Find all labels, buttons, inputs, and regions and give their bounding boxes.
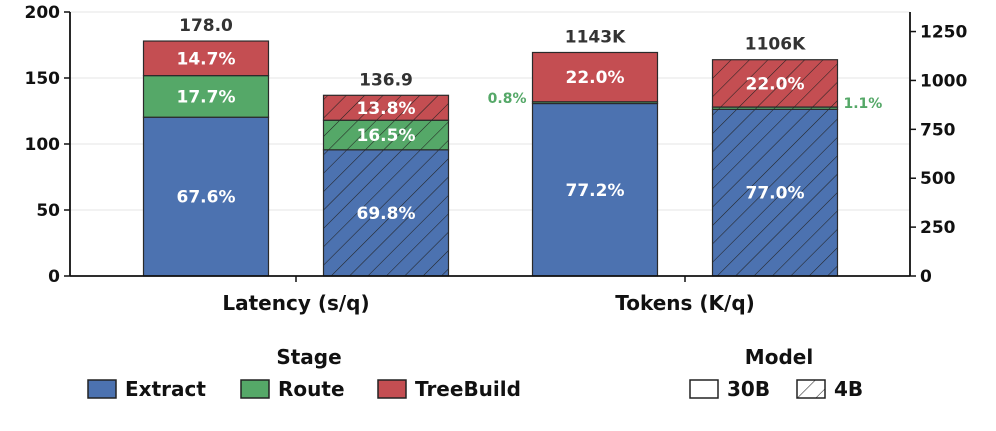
segment-label-small: 1.1% [844,96,883,112]
bar-hatch-overlay [712,59,838,108]
y-right-tick-label: 0 [920,267,932,287]
bar-hatch-overlay [712,107,838,110]
bar-total-label: 136.9 [359,70,413,90]
labels-layer: 67.6% 17.7% 14.7% 178.0 69.8% 16.5% 13.8% 136.9… [177,16,883,224]
legend-label: 4B [834,377,863,401]
segment-label: 22.0% [746,74,805,94]
bar-hatch-overlay [712,109,838,277]
bars-layer [142,40,839,277]
legend-title: Stage [276,345,341,369]
segment-label: 16.5% [357,126,416,146]
y-left-tick-label: 150 [25,69,61,89]
segment-label: 14.7% [177,49,236,69]
legend-swatch-4b [796,379,826,399]
y-right-tick-label: 250 [920,218,956,238]
segment-label: 77.2% [566,181,625,201]
segment-label: 77.0% [746,184,805,204]
y-left-tick-label: 200 [25,3,61,23]
x-group-label: Latency (s/q) [222,291,369,315]
segment-label-small: 0.8% [488,91,527,107]
bar-segment-treebuild [142,40,270,77]
legend-swatch-30b [689,379,719,399]
legend-swatch-extract [87,379,117,399]
legend-swatch-treebuild [377,379,407,399]
legend-swatch-route [240,379,270,399]
y-left-tick-label: 0 [48,267,60,287]
bar-segment-treebuild [531,51,659,103]
bar-total-label: 1106K [745,35,806,55]
segment-label: 17.7% [177,87,236,107]
bar-segment-extract [142,116,270,277]
y-left-tick-label: 100 [25,135,61,155]
segment-label: 22.0% [566,68,625,88]
legend-label: Extract [125,377,206,401]
y-right-tick-label: 750 [920,120,956,140]
y-right-tick-label: 1000 [920,71,967,91]
bar-segment-extract [531,102,659,277]
y-left-tick-label: 50 [36,201,60,221]
segment-label: 69.8% [357,204,416,224]
axes-layer: Latency (s/q) Tokens (K/q) 0 50 100 150 200 0 25… [25,3,968,315]
segment-label: 67.6% [177,188,236,208]
y-right-tick-label: 1250 [920,23,967,43]
legend-label: 30B [727,377,770,401]
bar-total-label: 1143K [565,27,626,47]
legend-label: Route [278,377,345,401]
bar-hatch-overlay [323,95,449,121]
bar-hatch-overlay [323,120,449,150]
legend-layer: Stage Extract Route TreeBuild Model 30B 4B [87,345,863,401]
legend-title: Model [745,345,813,369]
bar-total-label: 178.0 [179,16,233,36]
legend-label: TreeBuild [415,377,521,401]
bar-hatch-overlay [323,149,449,276]
bar-segment-route [142,75,270,118]
y-right-tick-label: 500 [920,169,956,189]
x-group-label: Tokens (K/q) [615,291,755,315]
segment-label: 13.8% [357,99,416,119]
